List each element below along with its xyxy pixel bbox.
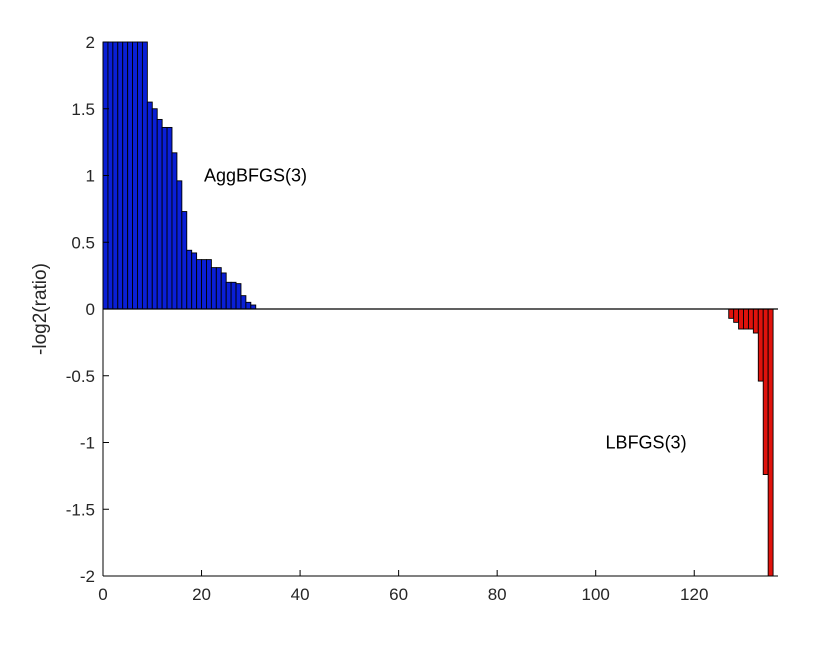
bar — [752, 308, 759, 334]
bar — [151, 108, 158, 310]
bar — [230, 281, 237, 310]
y-tick-label: -1 — [80, 434, 95, 453]
y-tick-label: 1 — [86, 167, 95, 186]
bar — [166, 126, 173, 310]
x-tick-label: 80 — [488, 585, 507, 604]
bar — [171, 152, 178, 310]
bar — [146, 101, 153, 310]
bar — [215, 267, 222, 310]
annotation-aggbfgs: AggBFGS(3) — [204, 166, 307, 186]
bar — [733, 308, 740, 323]
y-tick-label: 2 — [86, 33, 95, 52]
bar — [196, 259, 202, 310]
bar — [728, 308, 735, 319]
bar — [191, 252, 198, 310]
y-tick-label: 1.5 — [71, 100, 95, 119]
bar — [220, 272, 227, 310]
y-tick-label: -2 — [80, 567, 95, 586]
bar — [201, 259, 207, 310]
bar — [176, 180, 183, 310]
y-axis-label: -log2(ratio) — [30, 263, 51, 355]
bar — [186, 249, 193, 310]
bar — [137, 41, 143, 310]
bar — [141, 41, 148, 310]
bar — [240, 295, 247, 310]
x-tick-label: 20 — [192, 585, 211, 604]
y-tick-label: 0 — [86, 300, 95, 319]
annotation-lbfgs: LBFGS(3) — [606, 433, 687, 453]
y-tick-label: -0.5 — [66, 367, 95, 386]
bar — [225, 281, 232, 310]
bar — [117, 41, 124, 310]
bar — [738, 308, 744, 330]
x-tick-label: 40 — [291, 585, 310, 604]
x-tick-label: 60 — [389, 585, 408, 604]
x-tick-label: 120 — [680, 585, 708, 604]
bar — [112, 41, 119, 310]
bar — [747, 308, 754, 330]
bar — [132, 41, 138, 310]
bar — [245, 301, 252, 310]
bar — [206, 259, 212, 310]
y-tick-label: -1.5 — [66, 500, 95, 519]
x-tick-label: 0 — [98, 585, 107, 604]
x-tick-label: 100 — [582, 585, 610, 604]
bar — [762, 308, 769, 475]
bar — [210, 267, 217, 310]
bar — [181, 211, 188, 310]
y-tick-label: 0.5 — [71, 233, 95, 252]
bar — [156, 118, 163, 310]
bar — [743, 308, 749, 330]
bar — [122, 41, 129, 310]
bar — [757, 308, 764, 382]
bar — [127, 41, 134, 310]
bar — [235, 283, 242, 310]
bar — [161, 126, 168, 310]
axes-layer: 21.510.50-0.5-1-1.5-20 20 40 60 80 100 120 — [66, 33, 778, 604]
bar — [767, 308, 774, 577]
